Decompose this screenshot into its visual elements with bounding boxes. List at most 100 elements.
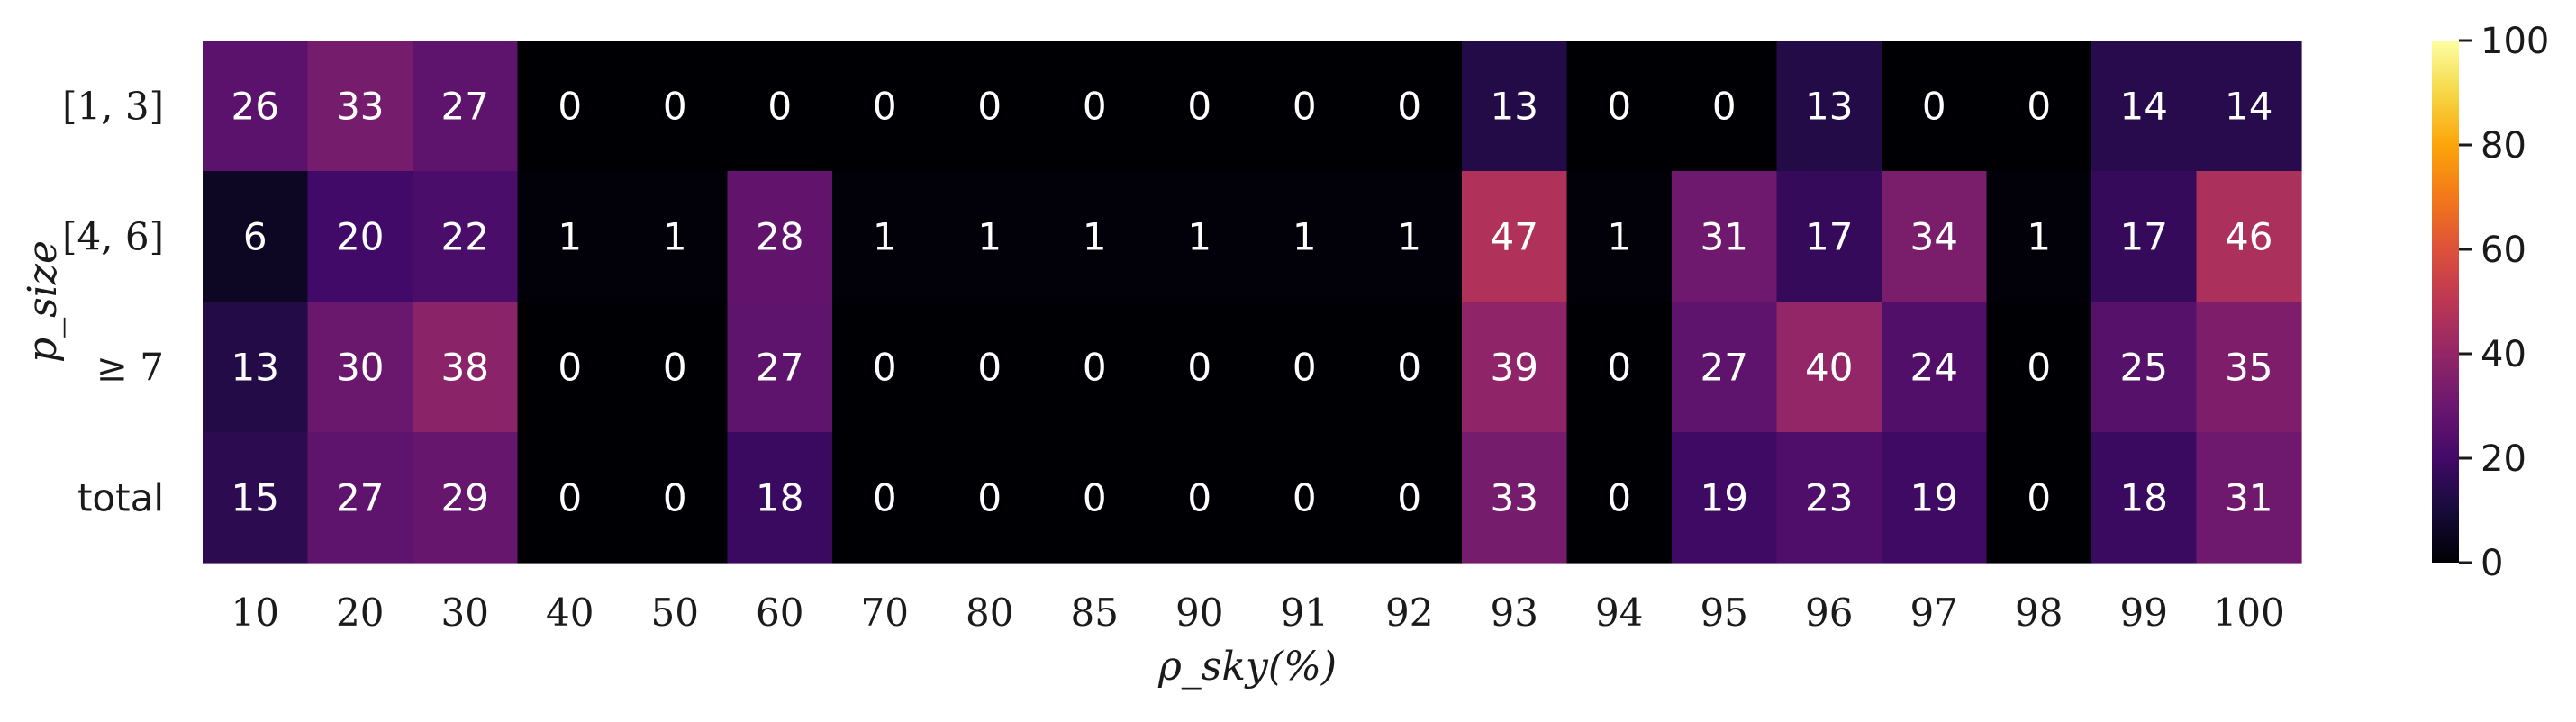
- x-tick-label: 98: [2015, 591, 2063, 635]
- cell-value-label: 0: [663, 85, 687, 129]
- x-tick-label: 30: [441, 591, 489, 635]
- cell-value-label: 0: [1187, 476, 1211, 520]
- heatmap-cell: [937, 432, 1043, 564]
- heatmap-cell: [1986, 432, 2092, 564]
- cell-value-label: 25: [2120, 346, 2168, 390]
- cell-value-label: 1: [1293, 215, 1317, 259]
- cell-value-label: 1: [873, 215, 897, 259]
- cell-value-label: 27: [441, 85, 489, 129]
- heatmap-cell: [413, 171, 519, 302]
- cell-value-label: 1: [1187, 215, 1211, 259]
- heatmap-cell: [517, 302, 623, 433]
- cell-value-label: 0: [1922, 85, 1946, 129]
- x-axis-label: ρ_sky(%): [1157, 644, 1337, 690]
- heatmap-cell: [1252, 302, 1358, 433]
- colorbar-tick-label: 40: [2481, 334, 2526, 375]
- cell-value-label: 26: [231, 85, 279, 129]
- heatmap-cell: [937, 41, 1043, 172]
- cell-value-label: 29: [441, 476, 489, 520]
- cell-value-label: 22: [441, 215, 489, 259]
- x-tick-label: 70: [861, 591, 909, 635]
- x-tick-label: 92: [1385, 591, 1433, 635]
- heatmap-cell: [517, 41, 623, 172]
- cell-value-label: 0: [1607, 85, 1631, 129]
- y-tick-label: [4, 6]: [62, 215, 164, 259]
- cell-value-label: 23: [1805, 476, 1853, 520]
- heatmap-cell: [1776, 171, 1882, 302]
- heatmap-cell: [2091, 432, 2198, 564]
- heatmap-cell: [307, 171, 413, 302]
- heatmap-cell: [2196, 432, 2302, 564]
- heatmap-cell: [1566, 41, 1673, 172]
- cell-value-label: 18: [756, 476, 803, 520]
- cell-value-label: 17: [1805, 215, 1853, 259]
- heatmap-cell: [1356, 171, 1463, 302]
- cell-value-label: 35: [2225, 346, 2272, 390]
- heatmap-cell: [1566, 171, 1673, 302]
- cell-value-label: 0: [2027, 85, 2051, 129]
- heatmap-cells: 26 33 27 0 0 0 0 0 0 0 0 0 13 0 0 13 0 0 14 146 20 22 1 1 28 1 1 1 1…: [203, 41, 2302, 564]
- x-tick-label: 94: [1595, 591, 1643, 635]
- heatmap-cell: [307, 432, 413, 564]
- heatmap-cell: [832, 41, 939, 172]
- cell-value-label: 19: [1910, 476, 1958, 520]
- cell-value-label: 1: [1397, 215, 1421, 259]
- heatmap-cell: [937, 302, 1043, 433]
- cell-value-label: 17: [2120, 215, 2168, 259]
- heatmap-cell: [413, 41, 519, 172]
- cell-value-label: 20: [336, 215, 384, 259]
- heatmap-cell: [1147, 432, 1253, 564]
- heatmap-cell: [1882, 302, 1988, 433]
- cell-value-label: 27: [1701, 346, 1748, 390]
- heatmap-cell: [1672, 432, 1778, 564]
- heatmap-cell: [2196, 41, 2302, 172]
- cell-value-label: 46: [2225, 215, 2272, 259]
- cell-value-label: 0: [977, 85, 1002, 129]
- heatmap-cell: [1462, 432, 1568, 564]
- cell-value-label: 0: [2027, 476, 2051, 520]
- heatmap-cell: [1882, 171, 1988, 302]
- cell-value-label: 0: [873, 85, 897, 129]
- colorbar-tick-label: 0: [2481, 543, 2503, 584]
- heatmap-cell: [1252, 41, 1358, 172]
- x-tick-label: 85: [1071, 591, 1119, 635]
- cell-value-label: 0: [767, 85, 792, 129]
- colorbar-ticks: 0 20 40 60 80 100: [2459, 21, 2549, 584]
- cell-value-label: 0: [1293, 85, 1317, 129]
- heatmap-cell: [832, 171, 939, 302]
- x-tick-label: 20: [336, 591, 384, 635]
- cell-value-label: 0: [1083, 476, 1107, 520]
- cell-value-label: 38: [441, 346, 489, 390]
- y-tick-labels: [1, 3] [4, 6] ≥ 7 total: [62, 85, 164, 520]
- heatmap-cell: [2196, 302, 2302, 433]
- heatmap-cell: [1776, 41, 1882, 172]
- cell-value-label: 30: [336, 346, 384, 390]
- cell-value-label: 0: [1083, 346, 1107, 390]
- cell-value-label: 1: [1083, 215, 1107, 259]
- cell-value-label: 0: [1083, 85, 1107, 129]
- cell-value-label: 31: [1701, 215, 1748, 259]
- heatmap-cell: [727, 41, 833, 172]
- heatmap-cell: [1672, 302, 1778, 433]
- cell-value-label: 19: [1701, 476, 1748, 520]
- cell-value-label: 47: [1491, 215, 1538, 259]
- x-tick-label: 99: [2120, 591, 2168, 635]
- cell-value-label: 27: [336, 476, 384, 520]
- cell-value-label: 0: [1397, 476, 1421, 520]
- heatmap-cell: [1986, 302, 2092, 433]
- heatmap-cell: [1672, 171, 1778, 302]
- heatmap-cell: [1147, 171, 1253, 302]
- colorbar-gradient: [2432, 41, 2459, 563]
- x-tick-label: 96: [1805, 591, 1853, 635]
- cell-value-label: 34: [1910, 215, 1958, 259]
- colorbar-tick-label: 20: [2481, 438, 2526, 480]
- heatmap-cell: [203, 171, 309, 302]
- y-tick-label: [1, 3]: [62, 85, 164, 129]
- heatmap-cell: [727, 432, 833, 564]
- heatmap-cell: [622, 432, 729, 564]
- heatmap-cell: [1986, 171, 2092, 302]
- heatmap-cell: [2091, 171, 2198, 302]
- x-tick-label: 95: [1701, 591, 1748, 635]
- cell-value-label: 0: [1187, 346, 1211, 390]
